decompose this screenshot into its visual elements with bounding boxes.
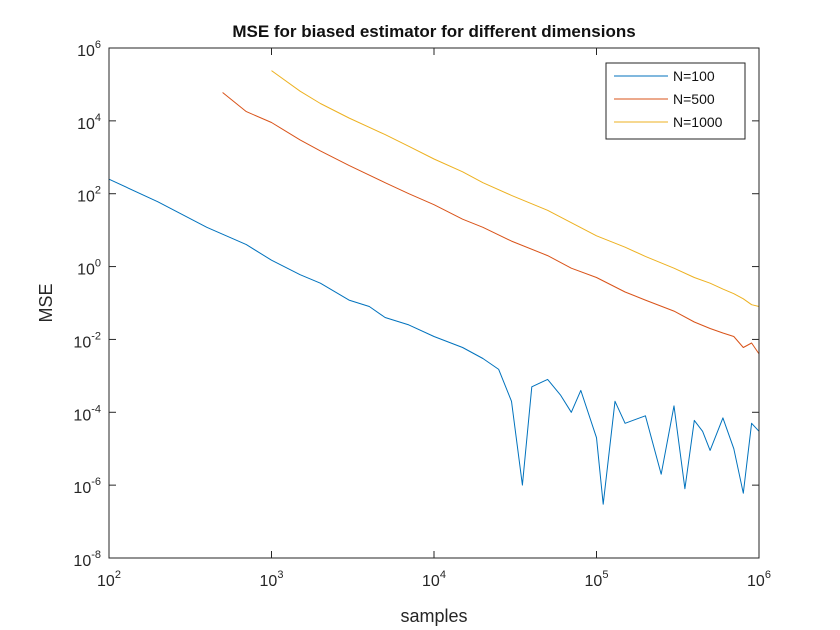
y-tick-exponent: -6: [91, 476, 101, 488]
y-tick-base: 10: [73, 480, 91, 497]
y-tick-base: 10: [77, 116, 95, 133]
x-tick-base: 10: [97, 573, 115, 590]
y-tick-exponent: -8: [91, 549, 101, 561]
x-tick-exponent: 3: [277, 569, 283, 581]
y-tick-exponent: 6: [95, 39, 101, 51]
legend-label: N=1000: [673, 114, 723, 130]
x-tick-base: 10: [422, 573, 440, 590]
data-series-lines: [108, 70, 760, 505]
y-tick-label: 10-4: [73, 403, 101, 424]
x-tick-base: 10: [260, 573, 278, 590]
x-tick-label: 106: [747, 569, 771, 590]
legend-label: N=500: [673, 91, 715, 107]
y-tick-exponent: 0: [95, 258, 101, 270]
series-line-n-1000: [271, 70, 760, 307]
chart-title: MSE for biased estimator for different d…: [232, 22, 635, 41]
y-tick-label: 100: [77, 258, 101, 279]
y-tick-label: 10-6: [73, 476, 101, 497]
legend-items: N=100 N=500 N=1000: [614, 68, 723, 130]
y-axis-label: MSE: [36, 283, 56, 322]
x-tick-exponent: 5: [602, 569, 608, 581]
x-axis-label: samples: [400, 606, 467, 626]
y-tick-exponent: -2: [91, 330, 101, 342]
y-tick-base: 10: [77, 189, 95, 206]
legend-label: N=100: [673, 68, 715, 84]
x-tick-label: 102: [97, 569, 121, 590]
x-tick-exponent: 2: [115, 569, 121, 581]
y-tick-base: 10: [73, 334, 91, 351]
y-tick-label: 10-2: [73, 330, 101, 351]
y-tick-base: 10: [73, 407, 91, 424]
x-tick-exponent: 4: [440, 569, 446, 581]
y-tick-label: 106: [77, 39, 101, 60]
legend: N=100 N=500 N=1000: [605, 62, 746, 140]
x-tick-base: 10: [585, 573, 603, 590]
y-tick-label: 104: [77, 112, 101, 133]
y-tick-exponent: 4: [95, 112, 101, 124]
y-tick-label: 10-8: [73, 549, 101, 570]
axis-tick-labels: 102 103 104 105 10610-810-610-410-2100102104…: [73, 39, 771, 590]
y-tick-exponent: 2: [95, 185, 101, 197]
x-tick-exponent: 6: [765, 569, 771, 581]
y-tick-exponent: -4: [91, 403, 101, 415]
series-line-n-500: [222, 92, 760, 355]
x-tick-label: 104: [422, 569, 446, 590]
y-tick-base: 10: [73, 553, 91, 570]
y-tick-label: 102: [77, 185, 101, 206]
x-tick-label: 103: [260, 569, 284, 590]
x-tick-base: 10: [747, 573, 765, 590]
y-tick-base: 10: [77, 43, 95, 60]
y-tick-base: 10: [77, 262, 95, 279]
x-tick-label: 105: [585, 569, 609, 590]
axes-box: [108, 47, 760, 559]
series-line-n-100: [108, 178, 760, 505]
